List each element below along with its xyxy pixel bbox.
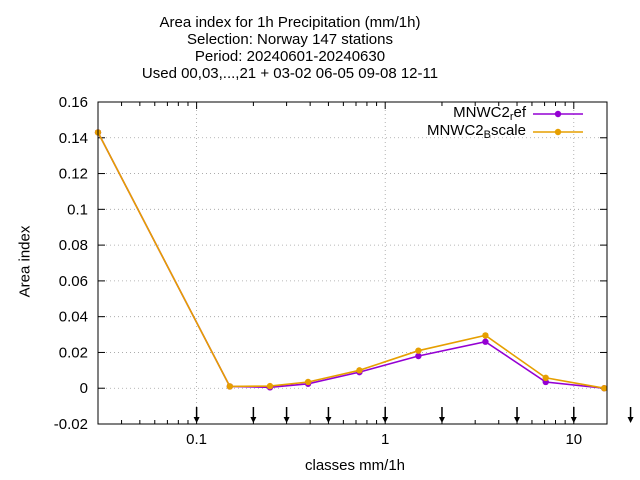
legend-marker-1 [554, 128, 562, 136]
class-arrow-head [570, 417, 577, 423]
legend-label-ref-tail: ef [513, 104, 526, 121]
series-point-1 [266, 382, 274, 390]
legend-marker-0 [554, 110, 562, 118]
y-tick-label: 0.16 [59, 94, 88, 111]
title-line-3: Period: 20240601-20240630 [194, 48, 386, 65]
y-tick-label: -0.02 [54, 416, 88, 433]
axis-ticks: -0.02 0 0.02 0.04 0.06 0.08 0.1 0.12 0.14 0.16 0.1… [54, 94, 607, 448]
legend-samples [533, 110, 583, 136]
class-arrow-head [514, 417, 521, 423]
class-arrow-head [382, 417, 389, 423]
y-tick-label: 0.12 [59, 166, 88, 183]
title-line-4: Used 00,03,...,21 + 03-02 06-05 09-08 12… [141, 65, 439, 82]
x-tick-label: 1 [381, 431, 389, 448]
plot-frame [97, 101, 608, 425]
class-arrow-head [627, 417, 634, 423]
series-point-1 [226, 383, 234, 390]
y-tick-label: 0.02 [59, 344, 88, 361]
series-point-1 [415, 347, 422, 354]
legend-label-ref-main: MNWC2 [453, 104, 510, 121]
series-point-0 [482, 338, 489, 345]
title-line-2: Selection: Norway 147 stations [187, 31, 393, 48]
y-tick-label: 0.06 [59, 273, 88, 290]
y-tick-label: 0.08 [59, 237, 88, 254]
chart-title: Area index for 1h Precipitation (mm/1h) … [0, 14, 640, 82]
x-axis-label: classes mm/1h [304, 457, 406, 474]
class-arrow-head [193, 417, 200, 423]
legend-entry-bscale: MNWC2Bscale [376, 122, 526, 141]
y-tick-label: 0.1 [67, 201, 88, 218]
series-line-1 [97, 132, 605, 389]
y-tick-label: 0.04 [59, 309, 88, 326]
series-point-0 [415, 352, 422, 360]
series-point-1 [482, 332, 489, 339]
legend-entry-ref: MNWC2ref [376, 104, 526, 123]
series-point-1 [542, 374, 549, 382]
class-arrow-head [250, 417, 257, 423]
legend-label-bscale-main: MNWC2 [426, 122, 484, 139]
class-arrow-head [438, 417, 445, 423]
y-axis-label: Area index [16, 225, 34, 298]
legend-label-ref-sub: r [509, 111, 514, 123]
title-line-1: Area index for 1h Precipitation (mm/1h) [159, 14, 421, 31]
series-point-1 [304, 378, 312, 386]
series-point-1 [601, 385, 608, 392]
series-line-0 [97, 132, 605, 389]
class-boundary-arrows [193, 407, 634, 423]
series-lines [94, 129, 608, 392]
series-point-1 [356, 367, 363, 374]
x-tick-label: 10 [565, 431, 582, 448]
y-tick-label: 0 [80, 380, 88, 397]
legend-label-bscale-tail: scale [490, 122, 526, 139]
x-tick-label: 0.1 [186, 431, 207, 448]
class-arrow-head [283, 417, 290, 423]
legend-label-bscale-sub: B [483, 129, 491, 141]
grid [98, 102, 607, 424]
y-tick-label: 0.14 [59, 130, 88, 147]
class-arrow-head [325, 417, 332, 423]
